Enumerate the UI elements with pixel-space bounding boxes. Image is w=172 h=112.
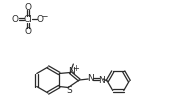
Text: N: N [87,73,94,82]
Text: O: O [24,27,31,36]
Text: O: O [12,15,19,24]
Text: Cl: Cl [24,15,33,24]
Text: S: S [66,85,72,94]
Text: N: N [68,66,75,75]
Text: +: + [72,63,79,72]
Text: N: N [98,76,105,85]
Text: −: − [41,12,48,21]
Text: O: O [36,15,44,24]
Text: O: O [24,3,31,12]
